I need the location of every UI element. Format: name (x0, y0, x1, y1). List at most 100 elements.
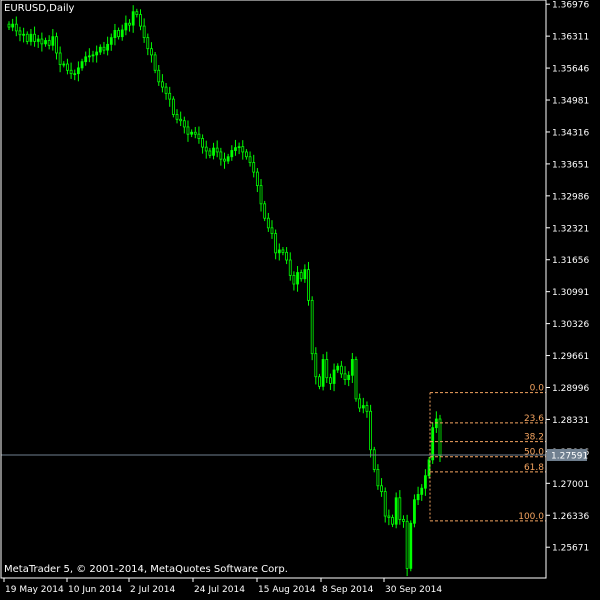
fib-level-label: 100.0 (518, 512, 544, 522)
candle-body (55, 36, 58, 54)
candle-body (40, 38, 44, 45)
candle (391, 514, 394, 528)
y-tick-label: 1.26336 (552, 512, 589, 522)
candle-body (263, 203, 267, 219)
candle (40, 32, 44, 52)
candle-body (274, 233, 278, 254)
candle (416, 486, 420, 505)
x-tick-label: 24 Jul 2014 (194, 585, 245, 595)
candle-body (365, 405, 369, 412)
y-tick-label: 1.25671 (552, 544, 589, 554)
y-tick-label: 1.31656 (552, 256, 589, 266)
x-tick-label: 15 Aug 2014 (258, 585, 316, 595)
candle-body (161, 81, 164, 88)
candle-body (212, 147, 215, 156)
candle-body (266, 217, 270, 229)
candle-body (405, 520, 409, 569)
candle (7, 21, 11, 30)
candle-body (303, 269, 307, 280)
candle-body (358, 398, 362, 409)
candle-body (307, 269, 310, 301)
candle (153, 52, 157, 74)
candle-body (14, 23, 18, 32)
candle-body (124, 22, 128, 31)
candle-body (168, 92, 172, 100)
candle (120, 24, 124, 41)
candle-body (25, 33, 29, 42)
y-tick-label: 1.30991 (552, 288, 589, 298)
candle (310, 296, 314, 361)
candle (255, 168, 259, 193)
candle (329, 373, 332, 390)
y-tick-label: 1.32986 (552, 192, 589, 202)
y-tick-label: 1.27001 (552, 480, 589, 490)
candle (135, 8, 139, 18)
candle (164, 83, 168, 100)
candle-body (142, 25, 146, 39)
candle (434, 411, 438, 433)
candle (277, 243, 281, 261)
candle-body (252, 162, 256, 173)
candle-body (281, 249, 285, 253)
candle-body (175, 114, 179, 120)
candle (69, 62, 73, 79)
candle-body (376, 469, 380, 487)
candle (18, 26, 22, 42)
candle (383, 487, 387, 523)
candle-body (131, 11, 135, 26)
candle (358, 393, 362, 413)
candle (325, 351, 329, 383)
candle-body (354, 359, 358, 400)
candle-body (347, 374, 351, 381)
candle (171, 96, 175, 118)
candle (292, 271, 296, 291)
candle-body (7, 23, 11, 28)
candle-body (398, 497, 402, 520)
candle-body (372, 449, 376, 470)
candle (157, 65, 161, 86)
candle (285, 247, 288, 265)
candle-body (245, 151, 248, 158)
candle (131, 5, 135, 33)
candle (98, 44, 102, 55)
candle (73, 69, 77, 81)
candle-body (51, 36, 55, 46)
candle-body (201, 138, 204, 148)
candle (354, 356, 358, 402)
candle (175, 109, 179, 124)
candle-body (164, 86, 168, 94)
candle-body (157, 69, 161, 83)
candle (241, 140, 245, 160)
candle-body (285, 251, 288, 261)
candle (47, 35, 51, 50)
candle-body (325, 359, 329, 379)
plot-border (0, 0, 547, 579)
candle (339, 360, 343, 378)
candle (288, 252, 292, 281)
candle-body (310, 299, 314, 355)
candle-body (234, 147, 237, 151)
candle-body (438, 418, 442, 456)
candle-body (215, 147, 219, 153)
candle (95, 45, 99, 63)
chart-title: EURUSD,Daily (4, 3, 75, 14)
candle-body (146, 37, 150, 50)
candle-body (87, 55, 91, 58)
candle-body (62, 63, 66, 66)
y-tick-label: 1.32321 (552, 224, 589, 234)
candle-body (255, 171, 259, 186)
candle-body (171, 98, 175, 115)
x-tick-label: 19 May 2014 (5, 585, 64, 595)
candle-body (69, 69, 73, 75)
candle (182, 116, 186, 134)
candle-body (33, 33, 36, 42)
candle-body (91, 54, 95, 57)
candle (87, 48, 91, 63)
fib-level-label: 38.2 (524, 433, 544, 443)
candle (113, 23, 117, 46)
candle-body (420, 487, 424, 495)
candle (402, 515, 405, 528)
candle-body (186, 126, 190, 135)
